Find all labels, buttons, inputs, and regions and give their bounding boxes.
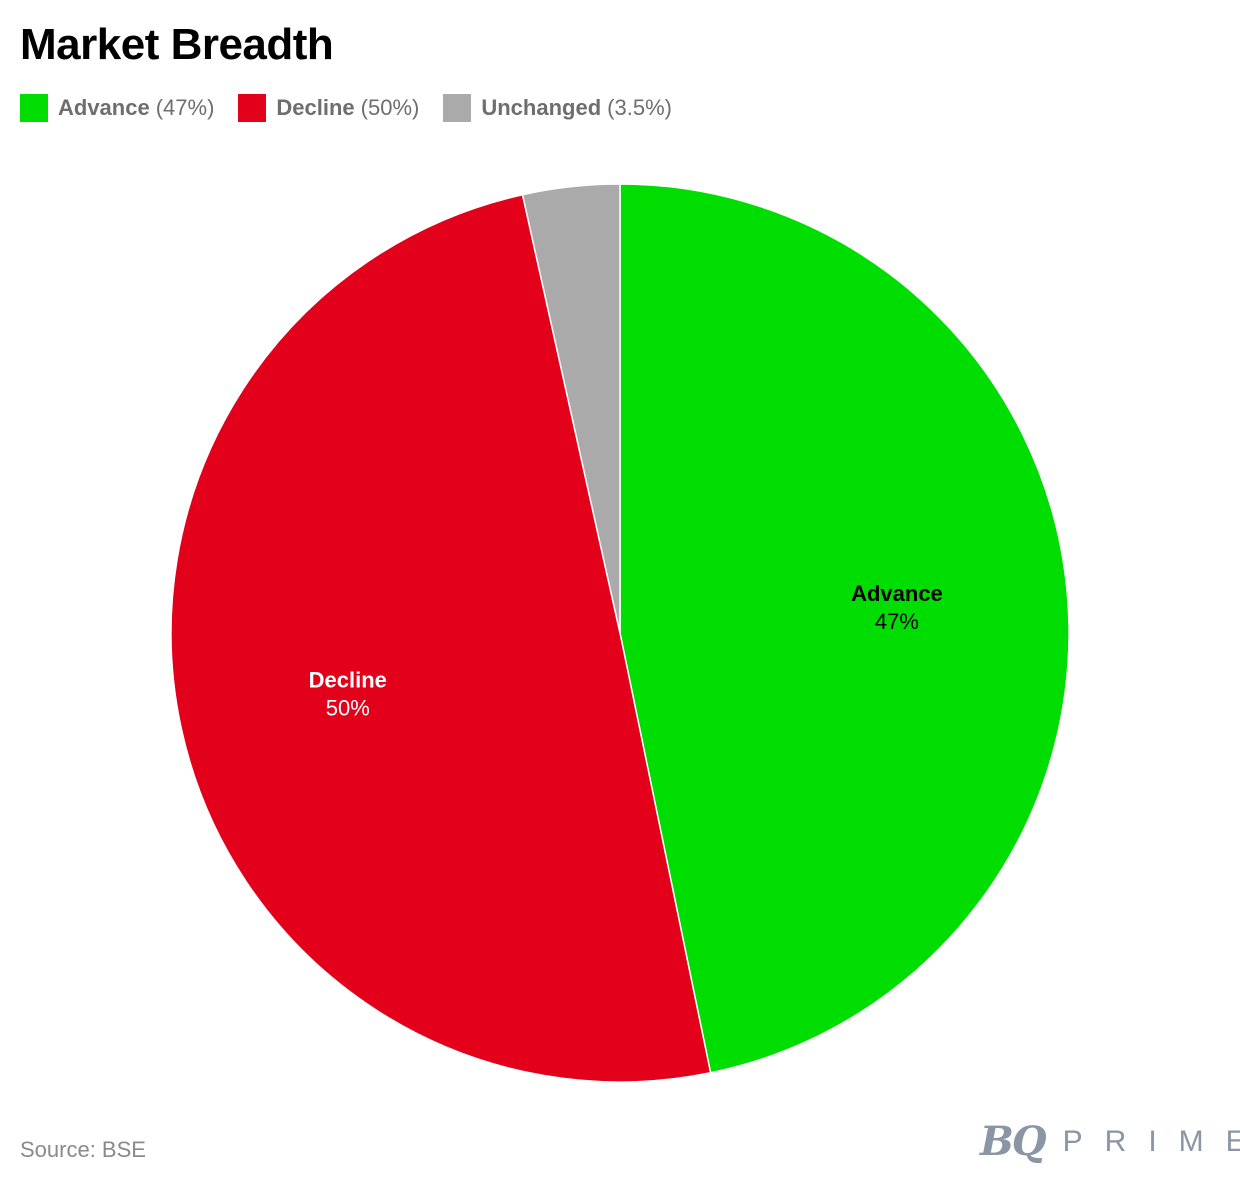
pie-slice-unchanged [521,183,621,634]
source-note: Source: BSE [20,1137,146,1162]
legend-swatch-advance [20,94,48,122]
legend-item-advance: Advance (47%) [20,94,214,122]
pie-slice-advance [619,183,1070,1074]
logo-mark: BQ [980,1118,1047,1165]
slice-label-value-decline: 50% [326,695,370,720]
chart-title: Market Breadth [20,20,334,69]
slice-label-name-decline: Decline [309,667,387,692]
legend-label-advance: Advance [58,95,150,120]
bq-prime-logo: BQ PRIME [980,1118,1240,1165]
legend-label-decline: Decline [276,95,355,120]
legend-label-unchanged: Unchanged [481,95,602,120]
legend-item-decline: Decline (50%) [238,94,419,122]
legend: Advance (47%) Decline (50%) Unchanged (3.5%… [20,94,672,122]
legend-swatch-unchanged [443,94,472,122]
legend-item-unchanged: Unchanged (3.5%) [443,94,672,122]
legend-pct-advance: (47%) [155,95,215,120]
legend-swatch-decline [238,94,267,122]
logo-word: PRIME [1062,1124,1240,1158]
legend-pct-decline: (50%) [360,95,420,120]
slice-label-name-advance: Advance [851,581,943,606]
legend-pct-unchanged: (3.5%) [607,95,672,120]
slice-label-value-advance: 47% [875,609,919,634]
pie-slice-decline [170,193,712,1083]
